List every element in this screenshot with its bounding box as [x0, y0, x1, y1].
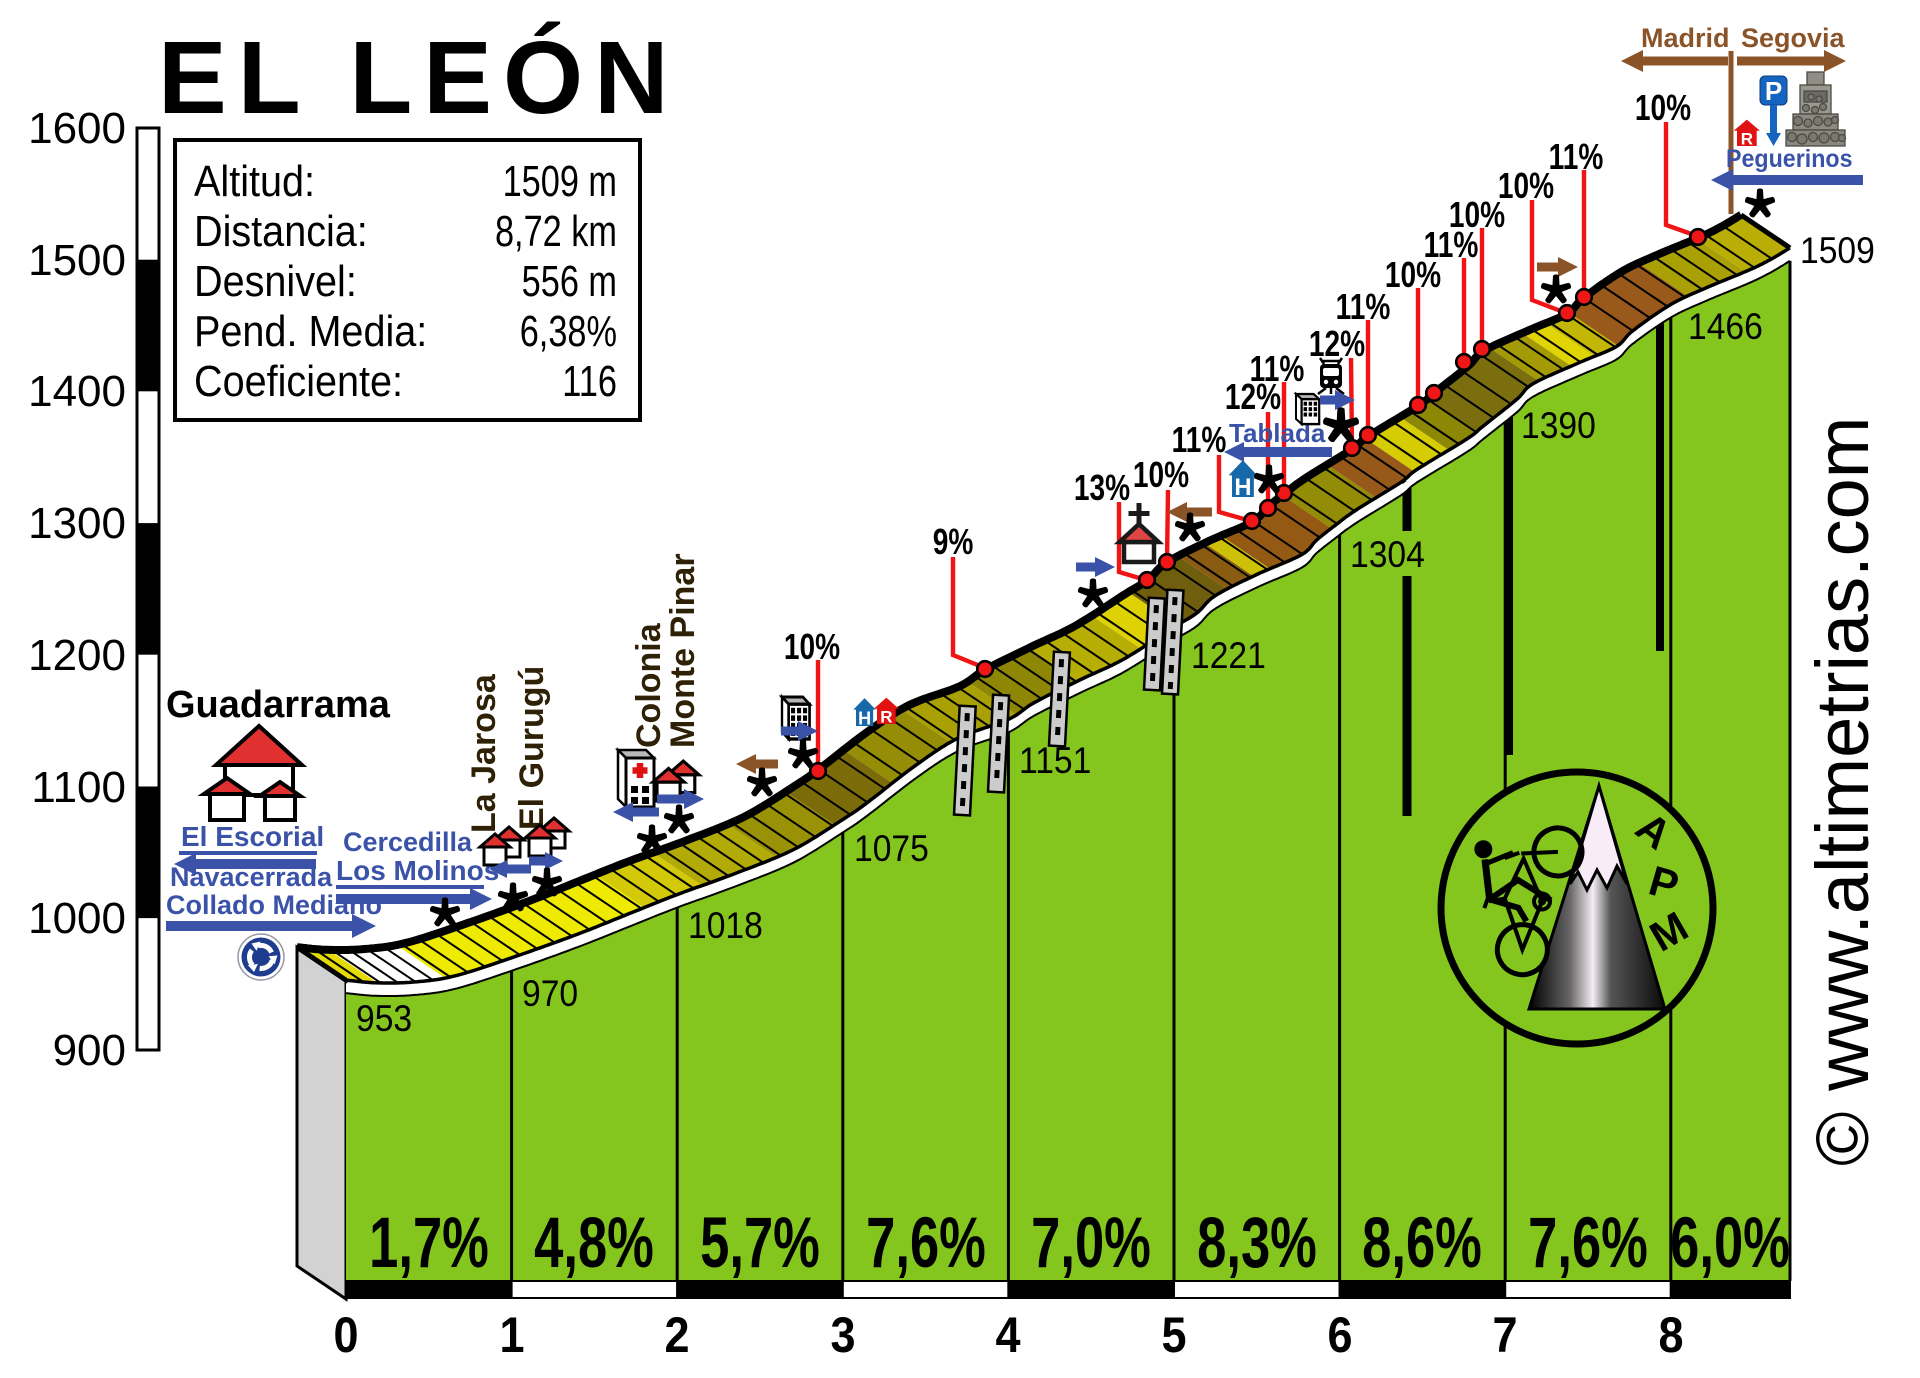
svg-text:6: 6	[1327, 1308, 1352, 1364]
svg-text:1100: 1100	[31, 763, 126, 812]
svg-text:13%: 13%	[1074, 468, 1130, 508]
svg-text:EL LEÓN: EL LEÓN	[158, 20, 680, 135]
svg-text:11%: 11%	[1250, 349, 1305, 389]
svg-text:1466: 1466	[1688, 307, 1763, 348]
svg-text:Distancia:: Distancia:	[194, 206, 368, 255]
svg-text:H: H	[858, 708, 871, 728]
svg-text:© www.altimetrias.com: © www.altimetrias.com	[1801, 417, 1884, 1166]
svg-text:Coeficiente:: Coeficiente:	[194, 356, 403, 405]
svg-text:8: 8	[1658, 1308, 1683, 1364]
svg-text:6,38%: 6,38%	[520, 307, 617, 356]
svg-text:1151: 1151	[1019, 741, 1091, 782]
svg-text:Madrid: Madrid	[1641, 23, 1730, 53]
svg-text:1018: 1018	[688, 906, 763, 947]
svg-text:1509: 1509	[1800, 231, 1875, 272]
svg-text:1200: 1200	[28, 631, 126, 680]
svg-text:10%: 10%	[1133, 455, 1189, 495]
svg-text:2: 2	[664, 1308, 689, 1364]
svg-text:1509 m: 1509 m	[503, 157, 617, 206]
svg-text:1400: 1400	[28, 367, 126, 416]
svg-text:Altitud:: Altitud:	[194, 156, 315, 205]
svg-text:8,3%: 8,3%	[1197, 1203, 1317, 1283]
svg-text:El Gurugú: El Gurugú	[513, 666, 551, 830]
svg-text:Navacerrada: Navacerrada	[170, 862, 333, 892]
svg-text:7,6%: 7,6%	[866, 1203, 986, 1283]
svg-text:1075: 1075	[854, 829, 929, 870]
svg-text:Pend. Media:: Pend. Media:	[194, 306, 427, 355]
svg-text:11%: 11%	[1172, 420, 1227, 460]
svg-text:10%: 10%	[1449, 195, 1505, 235]
svg-text:11%: 11%	[1336, 287, 1391, 327]
svg-text:1,7%: 1,7%	[369, 1203, 489, 1283]
svg-text:Peguerinos: Peguerinos	[1726, 145, 1853, 173]
svg-text:5,7%: 5,7%	[700, 1203, 820, 1283]
svg-text:9%: 9%	[933, 522, 974, 562]
svg-text:Desnivel:: Desnivel:	[194, 256, 357, 305]
svg-text:5: 5	[1161, 1308, 1186, 1364]
svg-text:H: H	[1234, 474, 1251, 501]
svg-text:R: R	[880, 707, 892, 726]
svg-text:8,6%: 8,6%	[1362, 1203, 1482, 1283]
svg-text:Monte Pinar: Monte Pinar	[664, 553, 702, 748]
svg-text:1390: 1390	[1521, 406, 1596, 447]
svg-text:900: 900	[53, 1026, 126, 1075]
svg-text:3: 3	[830, 1308, 855, 1364]
svg-text:1: 1	[499, 1308, 524, 1364]
svg-text:1000: 1000	[28, 894, 126, 943]
svg-text:1500: 1500	[28, 236, 126, 285]
svg-text:Cercedilla: Cercedilla	[343, 827, 473, 857]
svg-text:116: 116	[562, 357, 617, 406]
svg-text:P: P	[1765, 76, 1782, 106]
svg-text:11%: 11%	[1549, 137, 1604, 177]
svg-text:10%: 10%	[784, 627, 840, 667]
svg-text:R: R	[1741, 129, 1753, 148]
svg-text:Guadarrama: Guadarrama	[166, 684, 391, 726]
svg-text:1300: 1300	[28, 499, 126, 548]
svg-text:8,72 km: 8,72 km	[495, 207, 617, 256]
svg-text:6,0%: 6,0%	[1670, 1203, 1790, 1283]
svg-text:12%: 12%	[1309, 324, 1365, 364]
svg-text:1304: 1304	[1350, 535, 1425, 576]
svg-text:7: 7	[1492, 1308, 1517, 1364]
svg-text:1221: 1221	[1191, 636, 1266, 677]
svg-text:953: 953	[356, 999, 412, 1040]
svg-text:Colonia: Colonia	[630, 622, 668, 748]
svg-text:10%: 10%	[1498, 166, 1554, 206]
svg-text:Los Molinos: Los Molinos	[336, 855, 499, 886]
svg-text:7,6%: 7,6%	[1528, 1203, 1648, 1283]
svg-text:4,8%: 4,8%	[534, 1203, 654, 1283]
svg-text:11%: 11%	[1424, 225, 1479, 265]
svg-text:970: 970	[522, 974, 578, 1015]
svg-text:12%: 12%	[1225, 377, 1281, 417]
svg-text:10%: 10%	[1635, 88, 1691, 128]
svg-text:7,0%: 7,0%	[1031, 1203, 1151, 1283]
svg-text:10%: 10%	[1385, 255, 1441, 295]
svg-text:1600: 1600	[28, 104, 126, 153]
svg-text:El Escorial: El Escorial	[181, 821, 324, 852]
svg-text:556 m: 556 m	[522, 257, 617, 306]
svg-text:4: 4	[995, 1308, 1021, 1364]
svg-text:Segovia: Segovia	[1741, 23, 1846, 53]
svg-text:La Jarosa: La Jarosa	[465, 673, 503, 833]
svg-text:0: 0	[333, 1308, 358, 1364]
